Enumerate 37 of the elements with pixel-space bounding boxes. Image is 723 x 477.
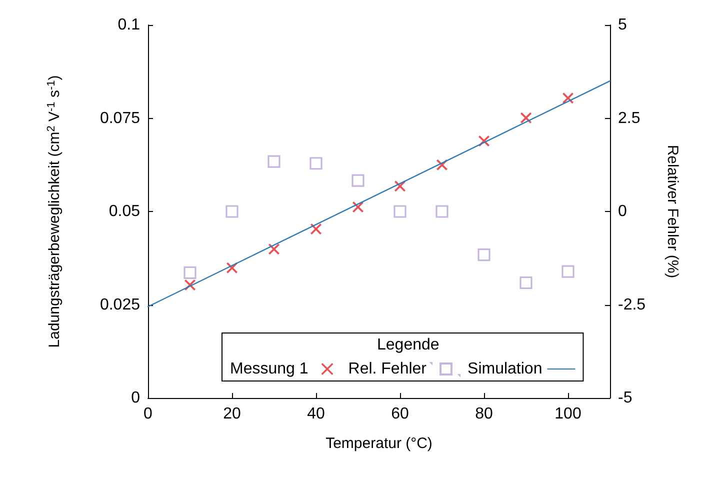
y2-tick-label: -2.5: [618, 296, 646, 314]
point: [478, 248, 490, 262]
point: [520, 112, 532, 124]
y-tick-label: 0.025: [100, 296, 140, 314]
x-tick-label: 0: [144, 406, 153, 422]
x-tick-label: 40: [307, 406, 325, 422]
point: [436, 205, 448, 218]
point: [268, 155, 280, 168]
y2-axis-title: Relativer Fehler (%): [664, 144, 681, 278]
legend-label: Rel. Fehler: [348, 360, 428, 378]
y2-tick-label: 2.5: [618, 110, 640, 127]
point: [394, 205, 406, 218]
y-tick-label: 0.075: [100, 110, 140, 127]
point: [562, 92, 574, 104]
x-tick-label: 100: [554, 406, 582, 422]
x-tick-label: 80: [475, 406, 493, 422]
y2-tick-label: -5: [618, 390, 632, 406]
point: [310, 224, 322, 235]
legend-label: Simulation: [468, 360, 542, 378]
x-tick-label: 60: [391, 406, 409, 422]
y-tick-label: 0.05: [108, 203, 140, 220]
y2-tick-label: 0: [618, 203, 627, 220]
y2-tick-label: 5: [618, 16, 627, 34]
legend-label: Messung 1: [230, 360, 308, 378]
legend-title: Legende: [377, 336, 440, 354]
point: [268, 244, 280, 255]
x-tick-label: 20: [223, 406, 241, 422]
point: [352, 174, 364, 187]
point: [310, 157, 322, 170]
y-tick-label: 0: [131, 390, 140, 406]
point: [226, 205, 238, 218]
y-tick-label: 0.1: [118, 16, 140, 34]
point: [562, 265, 574, 278]
y-axis-title: Ladungsträgerbeweglichkeit (cm2 V-1 s-1): [46, 75, 63, 348]
point: [184, 266, 196, 279]
point: [520, 276, 532, 290]
x-axis-title: Temperatur (°C): [326, 435, 432, 452]
